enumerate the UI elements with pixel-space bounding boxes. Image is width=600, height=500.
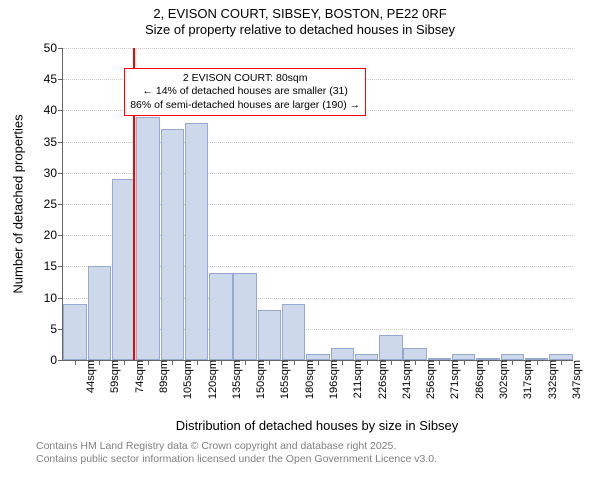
xtick-label: 59sqm xyxy=(99,360,121,393)
xtick-label: 211sqm xyxy=(342,360,364,398)
annotation-line: 86% of semi-detached houses are larger (… xyxy=(130,99,360,112)
y-axis-label: Number of detached properties xyxy=(11,114,26,293)
xtick-label: 135sqm xyxy=(221,360,243,399)
chart-title: 2, EVISON COURT, SIBSEY, BOSTON, PE22 0R… xyxy=(0,0,600,39)
bar xyxy=(501,354,525,360)
ytick-label: 10 xyxy=(44,291,63,305)
ytick-label: 20 xyxy=(44,228,63,242)
xtick-label: 317sqm xyxy=(512,360,534,399)
ytick-label: 50 xyxy=(44,41,63,55)
credit-line-1: Contains HM Land Registry data © Crown c… xyxy=(36,440,396,453)
bar xyxy=(428,358,452,360)
xtick-label: 332sqm xyxy=(537,360,559,399)
plot-area: 0510152025303540455044sqm59sqm74sqm89sqm… xyxy=(62,48,573,361)
gridline xyxy=(63,48,573,49)
xtick-label: 347sqm xyxy=(561,360,583,399)
xtick-label: 241sqm xyxy=(391,360,413,399)
xtick-label: 226sqm xyxy=(367,360,389,399)
xtick-label: 302sqm xyxy=(488,360,510,399)
bar xyxy=(355,354,379,360)
xtick-label: 44sqm xyxy=(75,360,97,393)
bar xyxy=(185,123,209,360)
title-line1: 2, EVISON COURT, SIBSEY, BOSTON, PE22 0R… xyxy=(0,6,600,22)
annotation-box: 2 EVISON COURT: 80sqm← 14% of detached h… xyxy=(124,68,366,115)
bar xyxy=(282,304,306,360)
bar xyxy=(112,179,136,360)
ytick-label: 25 xyxy=(44,197,63,211)
ytick-label: 5 xyxy=(50,322,63,336)
bar xyxy=(379,335,403,360)
bar xyxy=(331,348,355,360)
xtick-label: 89sqm xyxy=(148,360,170,393)
xtick-label: 196sqm xyxy=(318,360,340,399)
x-axis-label: Distribution of detached houses by size … xyxy=(176,418,459,433)
ytick-label: 40 xyxy=(44,103,63,117)
xtick-label: 150sqm xyxy=(245,360,267,399)
xtick-label: 120sqm xyxy=(197,360,219,399)
ytick-label: 45 xyxy=(44,72,63,86)
bar xyxy=(549,354,573,360)
bar xyxy=(63,304,87,360)
bar xyxy=(525,358,549,360)
xtick-label: 256sqm xyxy=(415,360,437,399)
chart: 0 5 10 15 20 25 30 35 40 45 50 44sqm59sqm74sqm89sqm… xyxy=(0,40,600,460)
bar xyxy=(452,354,476,360)
bar xyxy=(88,266,112,360)
xtick-label: 180sqm xyxy=(294,360,316,399)
xtick-label: 105sqm xyxy=(172,360,194,399)
bar xyxy=(209,273,233,360)
xtick-label: 74sqm xyxy=(124,360,146,393)
title-line2: Size of property relative to detached ho… xyxy=(0,22,600,38)
credit-line-2: Contains public sector information licen… xyxy=(36,453,437,466)
xtick-label: 165sqm xyxy=(269,360,291,399)
annotation-line: 2 EVISON COURT: 80sqm xyxy=(130,72,360,85)
bar xyxy=(136,117,160,360)
ytick-label: 0 xyxy=(50,353,63,367)
bar xyxy=(258,310,282,360)
ytick-label: 35 xyxy=(44,135,63,149)
bar xyxy=(161,129,185,360)
bar xyxy=(233,273,257,360)
bar xyxy=(306,354,330,360)
ytick-label: 15 xyxy=(44,259,63,273)
bar xyxy=(403,348,427,360)
ytick-label: 30 xyxy=(44,166,63,180)
bar xyxy=(476,358,500,360)
annotation-line: ← 14% of detached houses are smaller (31… xyxy=(130,85,360,98)
xtick-label: 271sqm xyxy=(439,360,461,399)
xtick-label: 286sqm xyxy=(464,360,486,399)
